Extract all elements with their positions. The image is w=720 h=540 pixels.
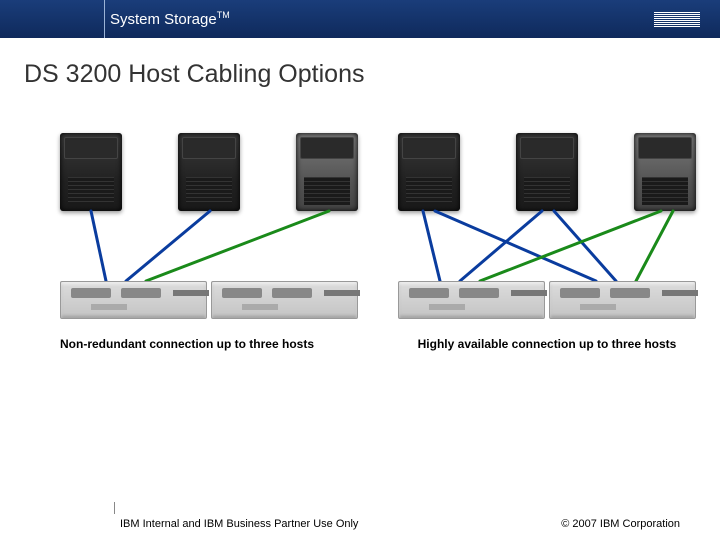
header-divider [104, 0, 105, 38]
trademark: TM [217, 10, 230, 20]
storage-controller [398, 281, 545, 319]
cable-area [60, 211, 358, 281]
footer-left-text: IBM Internal and IBM Business Partner Us… [120, 518, 358, 530]
server-host [60, 133, 122, 211]
cable-line [636, 211, 673, 281]
footer-right-text: © 2007 IBM Corporation [561, 518, 680, 530]
page-title: DS 3200 Host Cabling Options [0, 38, 720, 89]
cable-line [91, 211, 106, 281]
server-host [516, 133, 578, 211]
slide-header: System StorageTM [0, 0, 720, 38]
diagram-highly-available: Highly available connection up to three … [398, 133, 696, 351]
cable-line [126, 211, 210, 281]
diagram-non-redundant: Non-redundant connection up to three hos… [60, 133, 358, 351]
server-host [398, 133, 460, 211]
ibm-logo [654, 12, 700, 27]
server-host [634, 133, 696, 211]
cable-svg [398, 211, 696, 281]
server-host [178, 133, 240, 211]
cable-line [146, 211, 329, 281]
server-host [296, 133, 358, 211]
footer-divider [114, 502, 115, 514]
storage-controller [549, 281, 696, 319]
server-row [398, 133, 696, 211]
ibm-logo-bars [654, 12, 700, 27]
cable-svg [60, 211, 358, 281]
cable-line [460, 211, 542, 281]
slide-footer: IBM Internal and IBM Business Partner Us… [0, 518, 720, 530]
storage-enclosure [398, 281, 696, 319]
storage-controller [60, 281, 207, 319]
diagram-container: Non-redundant connection up to three hos… [0, 89, 720, 351]
server-row [60, 133, 358, 211]
diagram-caption: Non-redundant connection up to three hos… [60, 337, 358, 351]
storage-controller [211, 281, 358, 319]
brand-text: System Storage [110, 11, 217, 28]
cable-line [423, 211, 440, 281]
storage-enclosure [60, 281, 358, 319]
cable-line [554, 211, 616, 281]
brand-title: System StorageTM [110, 10, 230, 28]
diagram-caption: Highly available connection up to three … [398, 337, 696, 351]
cable-area [398, 211, 696, 281]
